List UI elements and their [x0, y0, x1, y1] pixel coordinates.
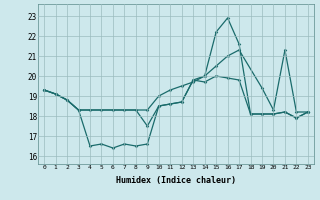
X-axis label: Humidex (Indice chaleur): Humidex (Indice chaleur)	[116, 176, 236, 185]
